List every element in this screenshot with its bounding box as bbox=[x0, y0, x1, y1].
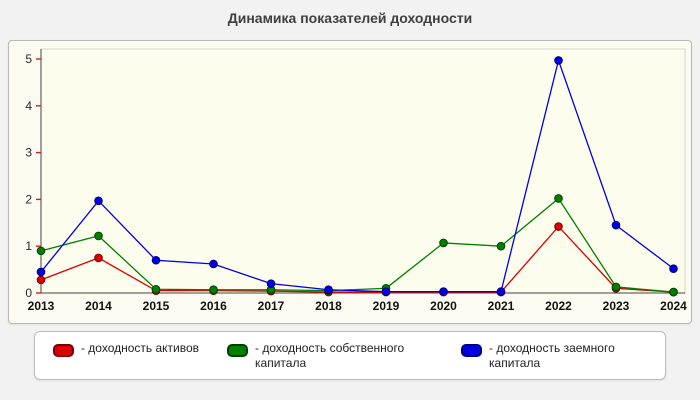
data-point-marker bbox=[669, 264, 678, 273]
series-line-1 bbox=[40, 197, 674, 293]
y-axis-label: 5 bbox=[25, 52, 32, 66]
legend: - доходность активов - доходность собстве… bbox=[0, 331, 700, 380]
data-point-marker bbox=[209, 285, 218, 295]
plot-area bbox=[40, 48, 686, 294]
x-axis-label: 2014 bbox=[85, 299, 112, 313]
legend-item-0: - доходность активов bbox=[52, 341, 200, 357]
x-axis-label: 2016 bbox=[200, 299, 227, 313]
chart-svg: 0 1 2 3 4 5 2013 2014 2015 2016 2017 2018 2019 2020 20… bbox=[25, 48, 687, 313]
legend-marker-icon bbox=[461, 344, 483, 357]
x-axis-label: 2024 bbox=[660, 299, 687, 313]
x-axis-label: 2015 bbox=[143, 299, 170, 313]
y-axis-label: 2 bbox=[25, 192, 32, 206]
data-point-marker bbox=[554, 222, 563, 231]
data-point-marker bbox=[94, 231, 103, 241]
data-point-marker bbox=[151, 255, 161, 265]
legend-item-1: - доходность собственного капитала bbox=[227, 341, 433, 371]
y-axis-label: 0 bbox=[25, 286, 32, 300]
data-point-marker bbox=[381, 287, 391, 296]
legend-box: - доходность активов - доходность собстве… bbox=[33, 331, 667, 380]
series-line-2 bbox=[40, 58, 674, 293]
x-axis-label: 2021 bbox=[488, 299, 515, 313]
data-point-marker bbox=[611, 220, 621, 230]
data-point-marker bbox=[496, 241, 506, 251]
data-point-marker bbox=[611, 282, 621, 292]
data-point-marker bbox=[266, 279, 276, 288]
x-axis-label: 2017 bbox=[258, 299, 285, 313]
legend-item-2: - доходность заемного капитала bbox=[461, 341, 647, 371]
x-axis-label: 2018 bbox=[315, 299, 342, 313]
data-point-marker bbox=[36, 275, 46, 285]
x-axis-label: 2020 bbox=[430, 299, 457, 313]
data-point-marker bbox=[36, 267, 46, 277]
series-line-0 bbox=[40, 225, 674, 293]
data-point-marker bbox=[324, 285, 333, 295]
y-axis-label: 4 bbox=[25, 99, 32, 113]
data-point-marker bbox=[496, 287, 506, 296]
data-point-marker bbox=[209, 259, 218, 269]
x-axis-label: 2023 bbox=[603, 299, 630, 313]
legend-label: - доходность активов bbox=[80, 341, 200, 355]
x-axis-label: 2019 bbox=[373, 299, 400, 313]
data-point-marker bbox=[151, 284, 161, 294]
y-axis-label: 3 bbox=[25, 146, 32, 160]
data-point-marker bbox=[94, 253, 103, 263]
legend-label: - доходность собственного капитала bbox=[255, 341, 405, 370]
x-axis-label: 2013 bbox=[28, 299, 55, 313]
legend-marker-icon bbox=[52, 344, 74, 357]
data-point-marker bbox=[439, 238, 448, 248]
data-point-marker bbox=[669, 287, 678, 297]
data-point-marker bbox=[94, 196, 103, 206]
y-axis-label: 1 bbox=[25, 239, 32, 253]
x-axis-label: 2022 bbox=[545, 299, 572, 313]
data-point-marker bbox=[554, 194, 563, 203]
data-point-marker bbox=[36, 246, 46, 256]
chart-title: Динамика показателей доходности bbox=[227, 10, 473, 26]
legend-marker-icon bbox=[227, 344, 249, 357]
data-point-marker bbox=[439, 287, 448, 296]
legend-label: - доходность заемного капитала bbox=[489, 341, 615, 370]
chart-panel: 0 1 2 3 4 5 2013 2014 2015 2016 2017 2018 2019 2020 20… bbox=[8, 40, 692, 324]
data-point-marker bbox=[554, 56, 563, 65]
